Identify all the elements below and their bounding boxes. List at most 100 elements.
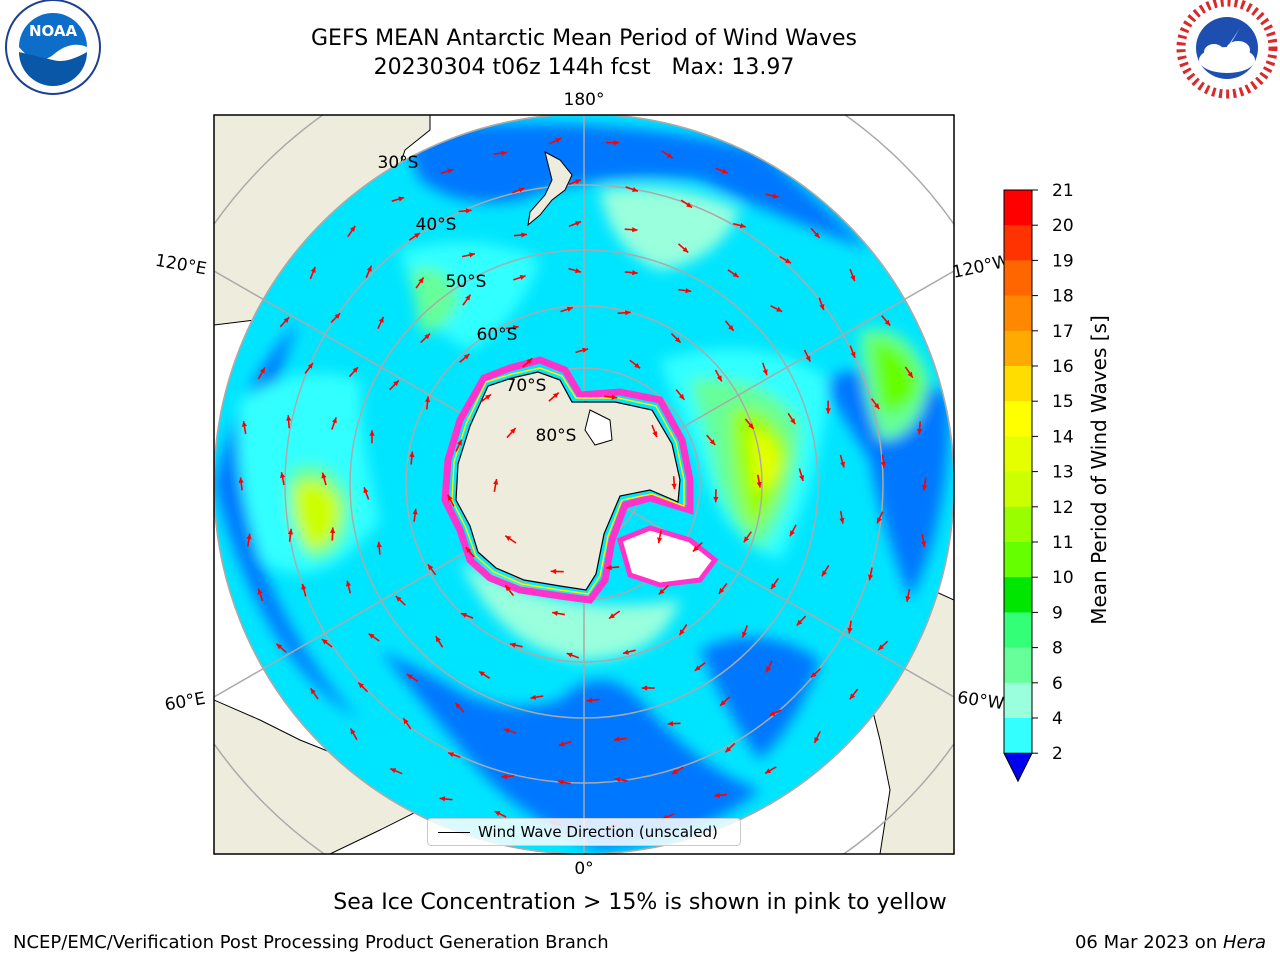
wave-direction-arrow (365, 265, 373, 279)
colorbar-segment (1004, 718, 1032, 754)
wave-direction-arrow (465, 546, 475, 558)
wave-direction-arrow (877, 640, 889, 651)
colorbar-tick-label: 11 (1052, 533, 1074, 553)
wave-direction-arrow (447, 494, 455, 507)
wave-direction-arrow (349, 728, 358, 741)
wave-direction-arrow (286, 415, 292, 429)
wave-direction-arrow (454, 702, 465, 714)
wave-direction-arrow (279, 316, 290, 328)
colorbar-segment (1004, 577, 1032, 613)
lon-label-60e: 60°E (163, 689, 207, 716)
colorbar: 21 20 19 18 17 16 15 14 13 12 11 10 9 8 6 4 2 (1003, 181, 1074, 783)
wave-direction-arrow (847, 620, 853, 634)
wave-direction-arrow (714, 369, 723, 382)
wave-direction-arrow (718, 583, 728, 595)
lon-label-60w: 60°W (956, 688, 1005, 714)
lat-label-30s: 30°S (378, 153, 419, 173)
wave-direction-arrow (769, 709, 782, 717)
wave-direction-arrow (661, 150, 674, 159)
wave-direction-arrow (321, 638, 333, 648)
map-legend: Wind Wave Direction (unscaled) (427, 818, 741, 846)
wave-direction-arrow (813, 730, 821, 744)
colorbar-tick-label: 15 (1052, 392, 1074, 412)
colorbar-segment (1004, 295, 1032, 332)
footer-date: 06 Mar 2023 on Hera (1075, 932, 1266, 953)
wave-direction-arrow (439, 796, 453, 802)
wave-direction-arrow (821, 564, 830, 577)
wave-direction-arrow (406, 673, 419, 682)
wave-direction-arrow (876, 511, 884, 524)
wave-direction-arrow (905, 588, 911, 602)
wave-direction-arrow (455, 439, 463, 452)
wave-direction-arrow (304, 362, 314, 374)
colorbar-segment (1004, 506, 1032, 543)
wave-direction-arrow (606, 140, 619, 146)
colorbar-tick-label: 16 (1052, 357, 1074, 377)
wave-direction-arrow (549, 137, 562, 145)
wave-direction-arrow (917, 421, 923, 435)
wave-direction-arrow (408, 232, 421, 241)
lat-label-60s: 60°S (477, 325, 518, 345)
wave-direction-arrow (779, 255, 792, 264)
wave-direction-arrow (550, 568, 564, 574)
wave-direction-arrow (478, 670, 491, 679)
wave-direction-arrow (868, 567, 874, 581)
colorbar-tick-label: 14 (1052, 427, 1074, 447)
colorbar-tick-label: 21 (1052, 181, 1074, 201)
wave-direction-arrow (287, 528, 294, 542)
wave-direction-arrow (568, 220, 582, 228)
chart-title: GEFS MEAN Antarctic Mean Period of Wind … (311, 26, 857, 51)
wave-direction-arrow (522, 357, 533, 368)
wave-direction-arrow (765, 193, 779, 199)
wave-direction-arrow (389, 767, 403, 775)
wave-direction-arrow (557, 779, 571, 785)
colorbar-tick-label: 8 (1052, 639, 1063, 659)
colorbar-segment (1004, 366, 1032, 402)
wave-direction-arrow (849, 268, 856, 282)
colorbar-segment (1004, 330, 1032, 367)
colorbar-segment (1004, 647, 1032, 684)
wave-direction-arrow (741, 625, 749, 638)
wave-direction-arrow (412, 508, 418, 522)
wave-direction-arrow (513, 274, 526, 281)
colorbar-segment (1004, 682, 1032, 719)
lon-label-0: 0° (574, 859, 593, 879)
wave-direction-arrow (459, 353, 471, 364)
wave-direction-arrow (363, 487, 370, 500)
footer-credit: NCEP/EMC/Verification Post Processing Pr… (13, 932, 609, 953)
wave-direction-arrow (348, 366, 359, 378)
wave-direction-arrow (671, 476, 677, 490)
wave-direction-arrow (586, 697, 600, 703)
wave-direction-arrow (624, 270, 638, 276)
colorbar-segment (1004, 260, 1032, 297)
colorbar-tick-label: 18 (1052, 287, 1074, 307)
wave-direction-arrow (810, 227, 821, 239)
wave-direction-arrow (548, 391, 560, 402)
wave-direction-arrow (368, 632, 380, 642)
lon-label-180: 180° (564, 90, 605, 110)
lat-label-80s: 80°S (536, 426, 577, 446)
wave-direction-arrow (415, 276, 425, 289)
wave-direction-arrow (756, 474, 762, 488)
wave-direction-arrow (462, 252, 476, 258)
wave-direction-arrow (810, 668, 821, 679)
wave-direction-arrow (309, 266, 316, 280)
wave-direction-arrow (608, 610, 621, 620)
wave-direction-arrow (670, 332, 682, 344)
colorbar-tick-label: 4 (1052, 709, 1063, 729)
wave-direction-arrow (460, 612, 474, 619)
wave-direction-arrow (789, 524, 797, 537)
wave-direction-arrow (435, 635, 444, 648)
wave-direction-arrow (641, 685, 655, 691)
wave-direction-arrow (493, 478, 499, 492)
wave-direction-arrow (624, 227, 638, 233)
colorbar-tick-label: 13 (1052, 463, 1074, 483)
wave-direction-arrow (427, 563, 437, 576)
wave-direction-arrow (921, 533, 927, 548)
wave-direction-arrow (798, 468, 805, 482)
antarctica (441, 356, 719, 604)
wave-direction-arrow (321, 472, 327, 486)
wave-direction-arrow (765, 660, 773, 673)
wave-direction-arrow (238, 477, 244, 491)
wave-direction-arrow (493, 150, 507, 156)
